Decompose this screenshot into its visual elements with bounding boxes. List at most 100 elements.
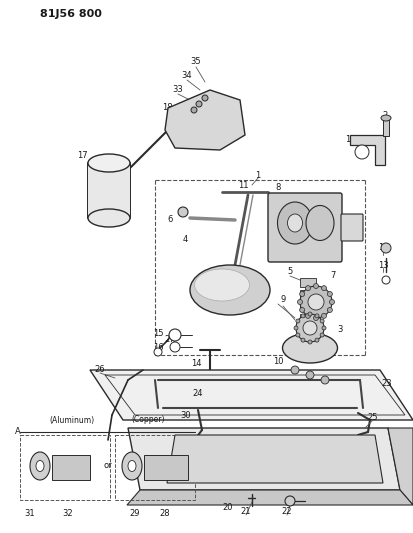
Polygon shape	[144, 455, 188, 480]
Text: or: or	[104, 462, 112, 471]
Text: 9: 9	[280, 295, 286, 304]
Text: 16: 16	[377, 243, 388, 252]
Text: 21: 21	[241, 507, 251, 516]
Text: 16: 16	[153, 343, 163, 351]
Text: 31: 31	[25, 508, 36, 518]
Polygon shape	[165, 90, 245, 150]
Circle shape	[315, 314, 319, 318]
Text: 20: 20	[223, 504, 233, 513]
Circle shape	[306, 286, 311, 290]
Text: 2: 2	[382, 110, 388, 119]
Text: 35: 35	[191, 58, 201, 67]
Text: 30: 30	[181, 410, 191, 419]
Circle shape	[296, 319, 300, 323]
Circle shape	[300, 308, 305, 312]
Bar	[300, 302, 316, 311]
Text: 6: 6	[167, 215, 173, 224]
Text: 1: 1	[255, 171, 261, 180]
Text: 14mm: 14mm	[167, 473, 189, 479]
Circle shape	[320, 319, 324, 323]
Text: 5°: 5°	[78, 473, 86, 479]
Ellipse shape	[88, 209, 130, 227]
Bar	[300, 290, 316, 299]
Circle shape	[297, 300, 302, 304]
Circle shape	[191, 107, 197, 113]
Circle shape	[382, 276, 390, 284]
Text: 29: 29	[130, 508, 140, 518]
Circle shape	[296, 314, 324, 342]
Circle shape	[300, 286, 332, 318]
Bar	[300, 326, 316, 335]
Text: 4: 4	[183, 236, 188, 245]
Circle shape	[321, 286, 327, 290]
Circle shape	[178, 207, 188, 217]
Circle shape	[170, 342, 180, 352]
Bar	[383, 118, 389, 136]
Text: 22: 22	[282, 507, 292, 516]
Text: 28: 28	[160, 508, 170, 518]
Circle shape	[322, 326, 326, 330]
Ellipse shape	[190, 265, 270, 315]
Text: 23: 23	[382, 378, 392, 387]
Circle shape	[355, 145, 369, 159]
Text: 19: 19	[293, 211, 303, 220]
Text: 32: 32	[63, 508, 74, 518]
Ellipse shape	[36, 461, 44, 472]
Text: 14: 14	[191, 359, 201, 367]
FancyBboxPatch shape	[341, 214, 363, 241]
Text: 18: 18	[161, 103, 172, 112]
Circle shape	[330, 300, 335, 304]
Circle shape	[315, 338, 319, 342]
Circle shape	[321, 376, 329, 384]
Circle shape	[306, 313, 311, 318]
Circle shape	[306, 371, 314, 379]
Ellipse shape	[306, 206, 334, 240]
Ellipse shape	[381, 115, 391, 121]
Bar	[300, 314, 316, 323]
Text: 24: 24	[193, 389, 203, 398]
Text: 5: 5	[287, 268, 293, 277]
Polygon shape	[350, 135, 385, 165]
Text: 15: 15	[153, 328, 163, 337]
Circle shape	[294, 326, 298, 330]
Polygon shape	[90, 370, 413, 420]
Circle shape	[313, 316, 318, 320]
Circle shape	[154, 348, 162, 356]
Ellipse shape	[278, 202, 313, 244]
Ellipse shape	[195, 269, 249, 301]
Ellipse shape	[282, 333, 337, 363]
Text: 33: 33	[173, 85, 183, 94]
Text: 81J56 800: 81J56 800	[40, 9, 102, 19]
Text: 26: 26	[95, 366, 105, 375]
Ellipse shape	[88, 154, 130, 172]
Circle shape	[285, 496, 295, 506]
Circle shape	[328, 292, 332, 296]
Text: 17: 17	[77, 150, 87, 159]
Circle shape	[321, 313, 327, 318]
Circle shape	[169, 329, 181, 341]
Circle shape	[320, 333, 324, 337]
Circle shape	[300, 292, 305, 296]
Ellipse shape	[122, 452, 142, 480]
Circle shape	[296, 333, 300, 337]
Circle shape	[313, 284, 318, 288]
Polygon shape	[52, 455, 90, 480]
Circle shape	[196, 101, 202, 107]
Polygon shape	[388, 428, 413, 505]
FancyBboxPatch shape	[268, 193, 342, 262]
Circle shape	[381, 243, 391, 253]
Polygon shape	[127, 490, 413, 505]
Circle shape	[301, 314, 305, 318]
Text: 3: 3	[337, 326, 343, 335]
Circle shape	[291, 366, 299, 374]
Text: 25: 25	[368, 413, 378, 422]
Text: (Copper): (Copper)	[131, 416, 165, 424]
Circle shape	[301, 338, 305, 342]
Text: A: A	[15, 427, 21, 437]
Ellipse shape	[128, 461, 136, 472]
Ellipse shape	[30, 452, 50, 480]
Circle shape	[308, 294, 324, 310]
Circle shape	[303, 321, 317, 335]
Text: 13: 13	[377, 261, 388, 270]
Text: 27: 27	[165, 335, 175, 344]
